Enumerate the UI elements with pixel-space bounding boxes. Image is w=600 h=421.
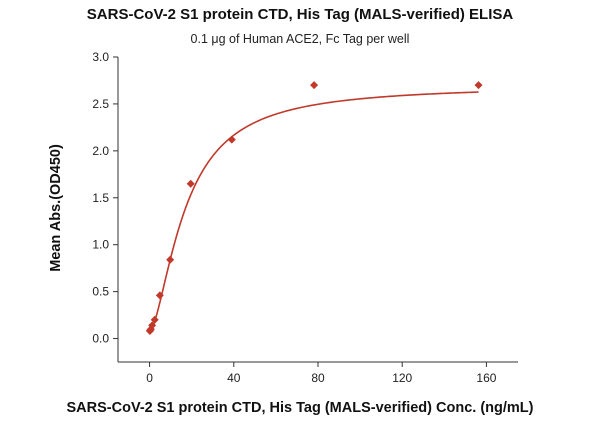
x-tick-label: 160: [476, 371, 496, 385]
x-axis-label: SARS-CoV-2 S1 protein CTD, His Tag (MALS…: [67, 400, 534, 416]
y-tick-label: 1.5: [92, 191, 109, 205]
data-point: [148, 321, 157, 330]
plot-area: 0.0 0.5 1.0 1.5 2.0 2.5 3.0 0 40 80 120 160: [92, 50, 518, 385]
x-tick-label: 120: [392, 371, 412, 385]
data-point: [150, 315, 159, 324]
x-tick-label: 40: [227, 371, 241, 385]
y-tick-label: 0.5: [92, 285, 109, 299]
y-tick-label: 3.0: [92, 50, 109, 64]
y-tick-label: 1.0: [92, 238, 109, 252]
data-point: [155, 291, 164, 300]
chart-title: SARS-CoV-2 S1 protein CTD, His Tag (MALS…: [87, 6, 514, 23]
y-tick-label: 2.5: [92, 97, 109, 111]
y-tick-label: 2.0: [92, 144, 109, 158]
data-point: [474, 81, 483, 90]
data-point: [186, 179, 195, 188]
y-axis-label: Mean Abs.(OD450): [48, 144, 64, 272]
x-tick-label: 80: [311, 371, 325, 385]
fit-curve-line: [149, 91, 479, 333]
x-tick-label: 0: [146, 371, 153, 385]
y-tick-label: 0.0: [92, 332, 109, 346]
chart-subtitle: 0.1 μg of Human ACE2, Fc Tag per well: [191, 32, 410, 46]
data-point: [166, 255, 175, 264]
data-point: [310, 81, 319, 90]
data-point: [227, 135, 236, 144]
